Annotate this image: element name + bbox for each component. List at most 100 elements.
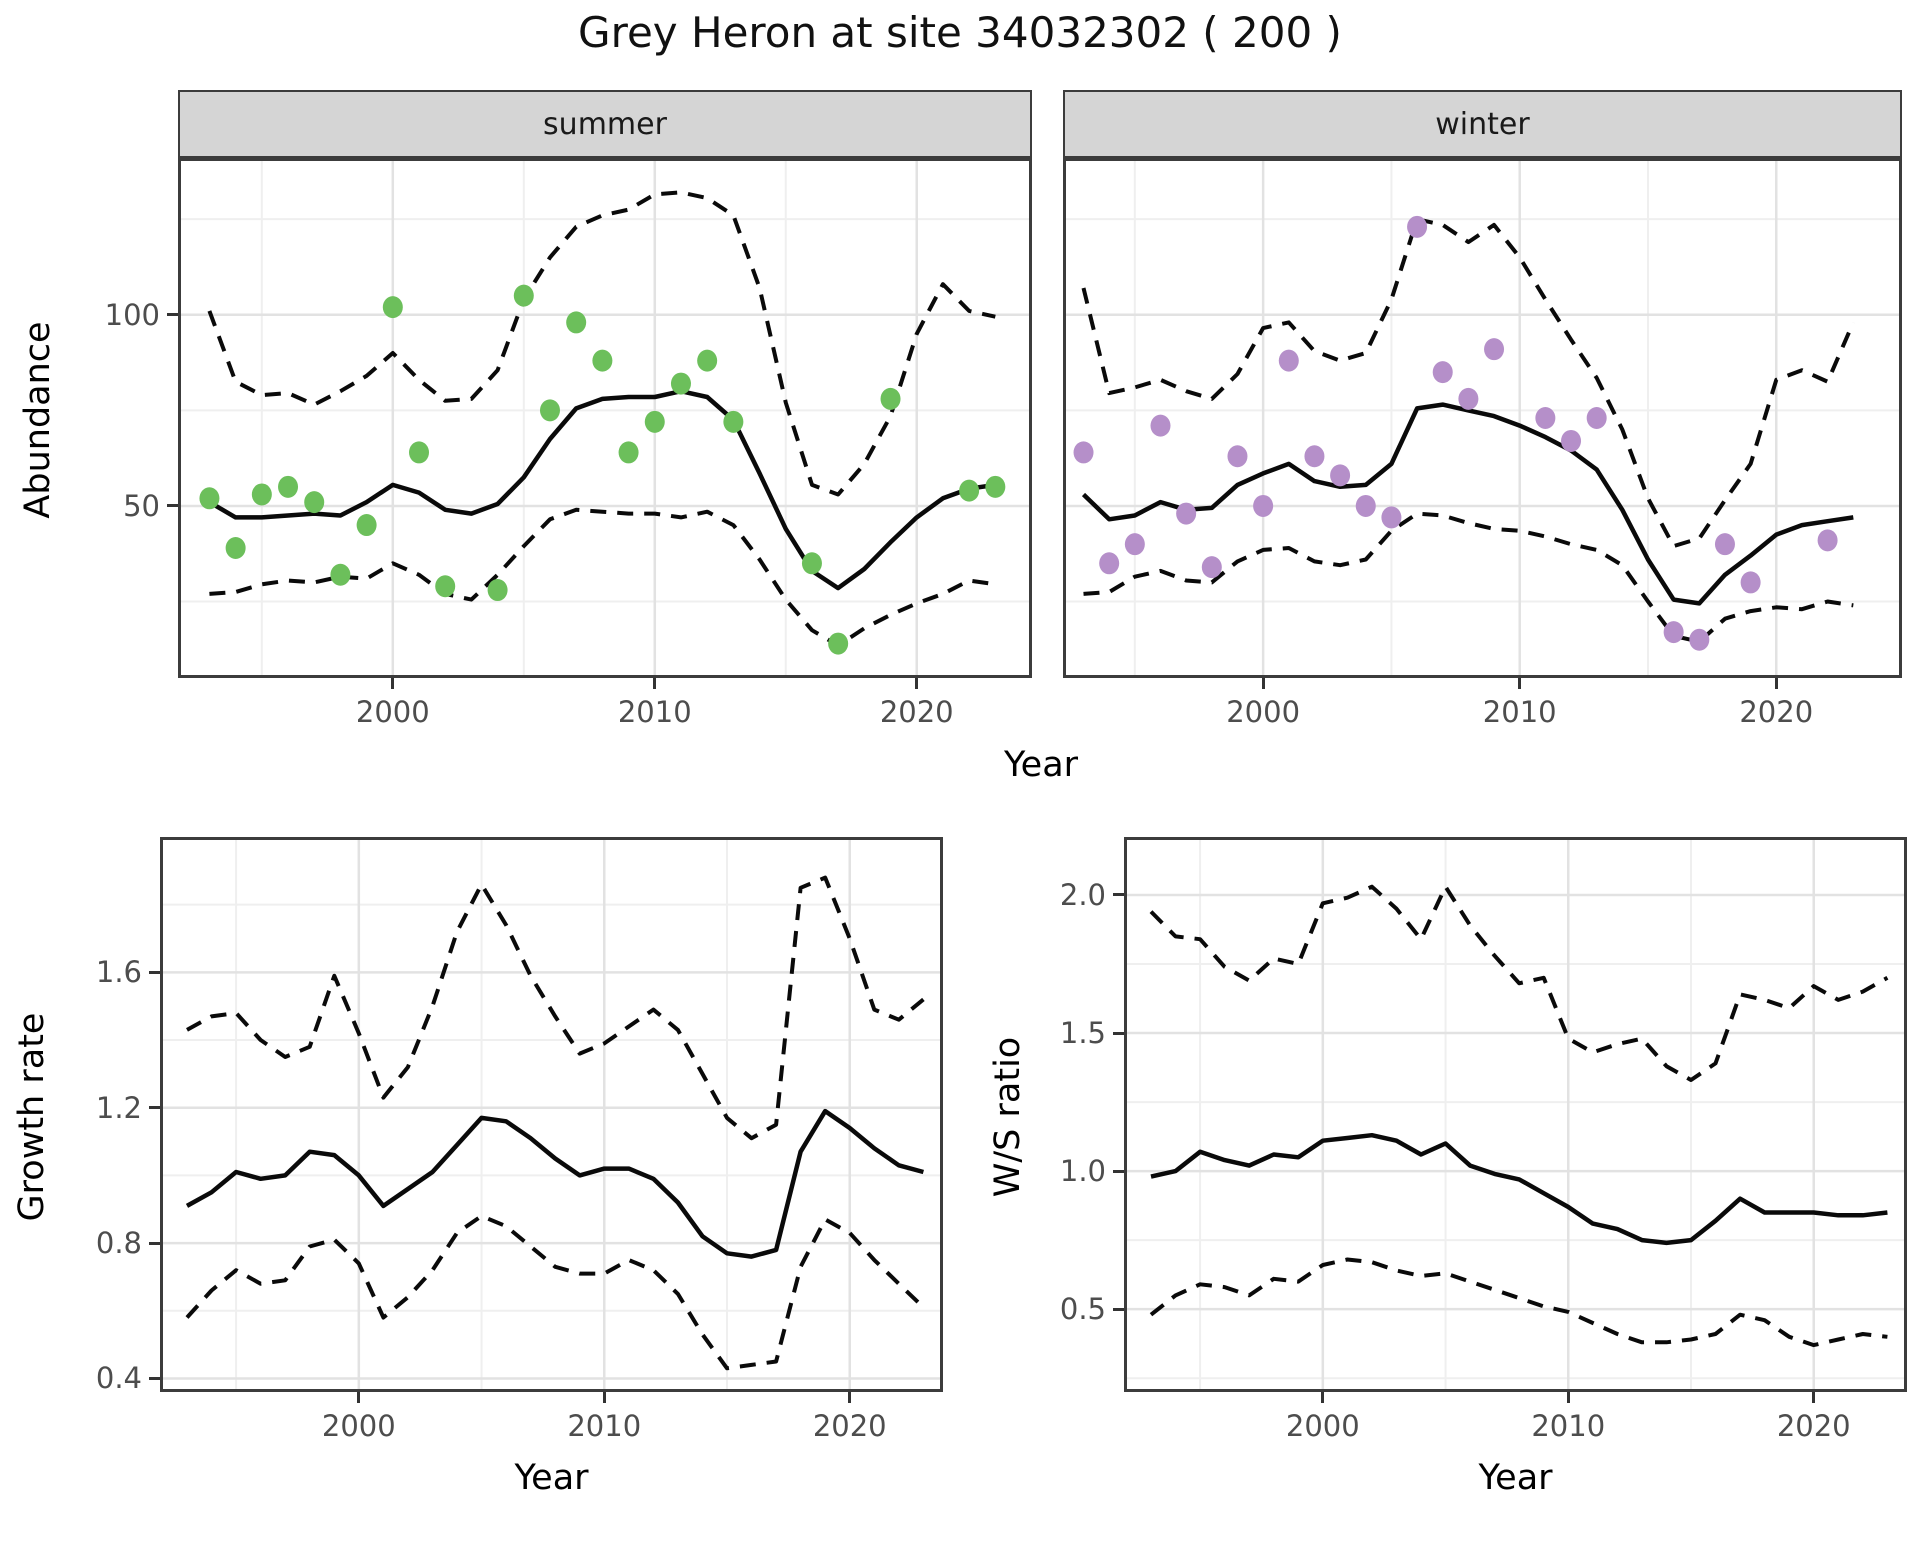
y-tick-mark	[149, 1106, 160, 1110]
x-tick-mark	[1774, 678, 1778, 689]
y-tick-label: 1.5	[1059, 1016, 1106, 1051]
y-tick-label: 0.5	[1059, 1292, 1106, 1327]
winter-observations-point	[1278, 349, 1299, 372]
winter-observations-point	[1330, 464, 1351, 487]
winter-observations-point	[1817, 529, 1838, 552]
y-tick-mark	[1113, 1307, 1124, 1311]
x-tick-mark	[915, 678, 919, 689]
facet-strip-winter-label: winter	[1435, 106, 1530, 142]
chart-canvas-growth-rate	[160, 837, 943, 1392]
summer-observations-point	[618, 441, 639, 464]
x-tick-mark	[602, 1392, 606, 1403]
growth-rate-lower-ci-line	[185, 1214, 925, 1371]
abundance-summer-upper-ci-line	[207, 190, 996, 497]
y-tick-mark	[1113, 893, 1124, 897]
y-tick-mark	[167, 504, 178, 508]
winter-observations-point	[1407, 215, 1428, 238]
winter-observations-point	[1150, 414, 1171, 437]
x-axis-title-year-bottom-right: Year	[1478, 1458, 1553, 1498]
winter-observations-point	[1432, 361, 1453, 384]
summer-observations-point	[697, 349, 718, 372]
x-tick-mark	[1518, 678, 1522, 689]
x-tick-label: 2000	[1226, 695, 1301, 729]
summer-observations-point	[278, 475, 299, 498]
x-axis-title-year-top: Year	[1003, 745, 1079, 785]
summer-observations-point	[592, 349, 613, 372]
winter-observations-point	[1740, 571, 1761, 594]
winter-observations-point	[1535, 407, 1556, 429]
winter-observations-point	[1176, 502, 1197, 525]
y-tick-label: 100	[104, 297, 160, 332]
x-tick-label: 2000	[355, 695, 430, 729]
x-tick-mark	[1321, 1392, 1325, 1403]
x-axis-title-year-bottom-left: Year	[514, 1458, 589, 1498]
summer-observations-point	[199, 487, 220, 510]
ws-ratio-lower-ci-line	[1149, 1257, 1888, 1348]
x-tick-mark	[653, 678, 657, 689]
growth-rate-fit-line	[185, 1108, 924, 1259]
summer-observations-point	[828, 632, 849, 655]
winter-observations-point	[1124, 533, 1145, 556]
facet-strip-winter: winter	[1063, 90, 1902, 158]
ws-ratio-upper-ci-line	[1149, 884, 1889, 1082]
abundance-summer-lower-ci-line	[209, 507, 996, 648]
winter-observations-point	[1355, 494, 1376, 517]
y-tick-label: 1.6	[95, 955, 142, 990]
winter-observations-point	[1561, 429, 1582, 452]
y-axis-title-abundance: Abundance	[18, 321, 58, 519]
winter-observations-point	[1458, 387, 1479, 410]
summer-observations-point	[959, 479, 980, 502]
abundance-winter-fit-line	[1081, 402, 1854, 606]
y-tick-mark	[1113, 1031, 1124, 1035]
abundance-winter-lower-ci-line	[1083, 511, 1854, 644]
x-tick-label: 2010	[1531, 1409, 1606, 1443]
abundance-winter-upper-ci-line	[1081, 217, 1856, 549]
summer-observations-point	[330, 563, 351, 586]
y-tick-mark	[149, 1376, 160, 1380]
y-tick-label: 0.8	[95, 1226, 142, 1261]
summer-observations-point	[356, 514, 377, 537]
summer-observations-point	[487, 579, 508, 602]
abundance-summer-fit-line	[208, 388, 996, 591]
y-tick-label: 1.2	[95, 1090, 142, 1125]
summer-observations-point	[985, 475, 1006, 498]
x-tick-label: 2000	[321, 1409, 396, 1443]
winter-observations-point	[1304, 445, 1325, 468]
winter-observations-point	[1689, 628, 1710, 651]
x-tick-mark	[1812, 1392, 1816, 1403]
winter-observations-point	[1227, 445, 1248, 468]
summer-observations-point	[539, 399, 560, 422]
y-tick-label: 2.0	[1059, 877, 1106, 912]
summer-observations-point	[304, 491, 325, 514]
ws-ratio-fit-line	[1150, 1132, 1888, 1246]
summer-observations-point	[566, 311, 587, 334]
winter-observations-point	[1586, 407, 1607, 429]
chart-title: Grey Heron at site 34032302 ( 200 )	[578, 8, 1342, 57]
winter-observations-point	[1253, 494, 1274, 517]
summer-observations-point	[225, 537, 246, 559]
facet-strip-summer-label: summer	[543, 106, 667, 142]
y-tick-mark	[167, 313, 178, 317]
y-tick-label: 50	[123, 488, 160, 523]
x-tick-label: 2010	[567, 1409, 642, 1443]
chart-canvas-abundance-winter	[1063, 158, 1902, 678]
chart-canvas-ws-ratio	[1124, 837, 1907, 1392]
x-tick-label: 2020	[879, 695, 954, 729]
winter-observations-point	[1073, 441, 1094, 464]
panel-growth-rate	[160, 837, 943, 1392]
panel-abundance-summer	[178, 158, 1032, 678]
chart-canvas-abundance-summer	[178, 158, 1032, 678]
summer-observations-point	[801, 552, 822, 575]
facet-strip-summer: summer	[178, 90, 1032, 158]
summer-observations-point	[435, 575, 456, 598]
y-tick-label: 0.4	[95, 1361, 142, 1396]
y-tick-mark	[149, 970, 160, 974]
winter-observations-point	[1484, 338, 1505, 361]
x-tick-mark	[391, 678, 395, 689]
winter-observations-point	[1714, 533, 1735, 556]
x-tick-label: 2020	[1776, 1409, 1851, 1443]
summer-observations-point	[723, 410, 744, 433]
x-tick-label: 2010	[1482, 695, 1557, 729]
winter-observations-point	[1201, 556, 1222, 579]
summer-observations-point	[644, 410, 665, 433]
